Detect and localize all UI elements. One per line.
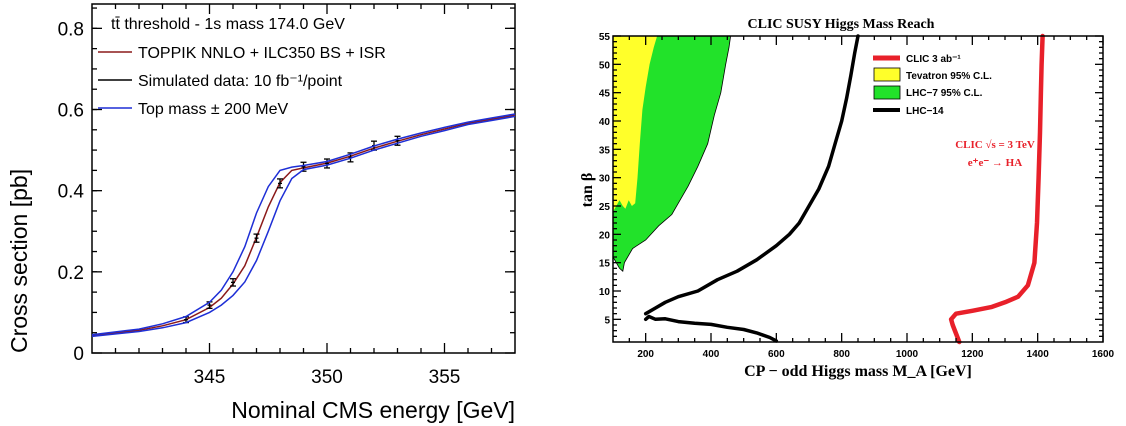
legend-header: tt̄ threshold - 1s mass 174.0 GeV (111, 16, 345, 33)
left-legend: tt̄ threshold - 1s mass 174.0 GeV TOPPIK… (98, 16, 386, 118)
clic-reach-curve (948, 33, 1045, 345)
y-tick-label: 30 (599, 174, 611, 185)
right-legend: CLIC 3 ab⁻¹ Tevatron 95% C.L. LHC−7 95% … (873, 54, 992, 117)
y-tick-label: 15 (599, 259, 611, 270)
legend-swatch-tevatron (873, 67, 901, 82)
x-tick-label: 800 (833, 349, 850, 360)
legend-label-simulated: Simulated data: 10 fb⁻¹/point (138, 73, 343, 90)
x-tick-label: 400 (703, 349, 720, 360)
legend-label-clic: CLIC 3 ab⁻¹ (906, 54, 961, 65)
y-tick-label: 50 (599, 60, 611, 71)
y-tick-label: 20 (599, 230, 611, 241)
y-tick-label: 35 (599, 145, 611, 156)
lhc14-reach-curve (643, 34, 860, 316)
left-chart: 0 0.2 0.4 0.6 0.8 345 350 355 tt̄ threshold - 1… (6, 3, 516, 423)
left-ticks-layer: 0 0.2 0.4 0.6 0.8 345 350 355 (58, 4, 515, 388)
y-tick-label: 0.2 (58, 263, 84, 284)
x-tick-label: 1600 (1092, 349, 1115, 360)
right-fill-layer (612, 35, 732, 272)
y-tick-label: 0.6 (58, 101, 84, 122)
right-chart: CLIC SUSY Higgs Mass Reach 5 10 15 20 25 30 35… (579, 17, 1115, 380)
y-tick-label: 40 (599, 117, 611, 128)
tevatron-excluded-region (613, 36, 658, 212)
x-tick-label: 350 (311, 367, 343, 388)
x-tick-label: 200 (637, 349, 654, 360)
left-series-layer (91, 113, 516, 338)
annotation-process: e⁺e⁻ → HA (968, 157, 1022, 169)
legend-label-tevatron: Tevatron 95% C.L. (906, 71, 992, 82)
right-y-axis-label: tan β (579, 173, 596, 208)
y-tick-label: 0 (73, 344, 84, 365)
y-tick-label: 55 (599, 32, 611, 43)
x-tick-label: 1000 (896, 349, 919, 360)
right-series-layer (643, 33, 1045, 345)
series-line-3 (91, 115, 516, 338)
right-chart-title: CLIC SUSY Higgs Mass Reach (748, 17, 935, 32)
series-line-0 (91, 114, 516, 337)
annotation-energy: CLIC √s = 3 TeV (955, 139, 1035, 151)
y-tick-label: 0.4 (58, 182, 85, 203)
y-tick-label: 45 (599, 89, 611, 100)
y-tick-label: 25 (599, 202, 611, 213)
left-x-axis-label: Nominal CMS energy [GeV] (231, 397, 515, 423)
y-tick-label: 0.8 (58, 19, 84, 40)
y-tick-label: 5 (604, 315, 610, 326)
x-tick-label: 345 (194, 367, 226, 388)
lhc14-reach-curve (643, 314, 779, 343)
legend-label-lhc7: LHC−7 95% C.L. (906, 88, 983, 99)
left-y-axis-label: Cross section [pb] (6, 169, 32, 353)
x-tick-label: 600 (768, 349, 785, 360)
legend-label-topmass: Top mass ± 200 MeV (138, 101, 289, 118)
legend-swatch-lhc7 (873, 85, 901, 100)
right-x-axis-label: CP − odd Higgs mass M_A [GeV] (744, 363, 972, 380)
x-tick-label: 355 (429, 367, 461, 388)
legend-label-lhc14: LHC−14 (906, 106, 944, 117)
x-tick-label: 1400 (1027, 349, 1050, 360)
series-line-2 (91, 113, 516, 336)
right-ticks-layer: 5 10 15 20 25 30 35 40 45 50 55 200 400 600 800 1000 120… (599, 32, 1115, 360)
y-tick-label: 10 (599, 287, 611, 298)
legend-label-toppik: TOPPIK NNLO + ILC350 BS + ISR (138, 45, 386, 62)
x-tick-label: 1200 (961, 349, 984, 360)
